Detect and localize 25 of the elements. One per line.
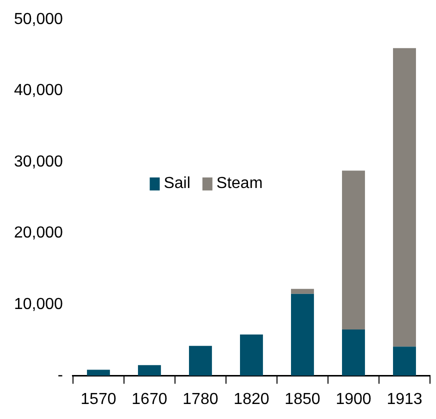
y-tick-label: 10,000 (14, 296, 64, 313)
bar (342, 329, 365, 376)
x-tick-label: 1850 (284, 390, 320, 408)
y-tick-label: 50,000 (14, 11, 64, 28)
x-tick-label: 1670 (132, 390, 168, 408)
legend-label: Steam (216, 174, 263, 192)
bar (188, 346, 212, 376)
bar (138, 365, 161, 376)
x-tick-label: 1900 (336, 390, 372, 408)
bar (291, 288, 314, 294)
y-tick-label: 30,000 (14, 153, 64, 170)
bar (393, 346, 416, 376)
bar (342, 170, 365, 330)
y-tick-label: 20,000 (14, 224, 64, 242)
y-tick-label: - (58, 367, 63, 384)
bar (240, 334, 263, 376)
bar (291, 294, 314, 376)
y-tick-label: 40,000 (14, 82, 64, 100)
bar (86, 370, 110, 376)
legend-label: Sail (164, 174, 190, 192)
x-tick-label: 1570 (80, 390, 116, 408)
x-tick-label: 1780 (182, 390, 218, 408)
bar (393, 48, 416, 347)
x-tick-label: 1820 (234, 390, 270, 408)
x-tick-label: 1913 (386, 390, 422, 408)
